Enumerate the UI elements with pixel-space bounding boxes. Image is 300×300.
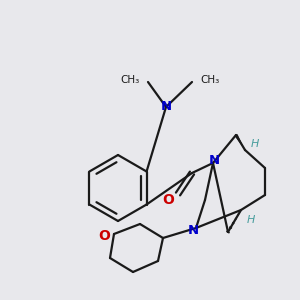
Text: H: H <box>247 215 255 225</box>
Text: CH₃: CH₃ <box>200 75 219 85</box>
Text: O: O <box>162 193 174 207</box>
Text: O: O <box>98 229 110 243</box>
Text: N: N <box>160 100 172 113</box>
Text: N: N <box>208 154 220 167</box>
Text: CH₃: CH₃ <box>121 75 140 85</box>
Text: N: N <box>188 224 199 238</box>
Polygon shape <box>235 134 245 150</box>
Text: H: H <box>251 139 259 149</box>
